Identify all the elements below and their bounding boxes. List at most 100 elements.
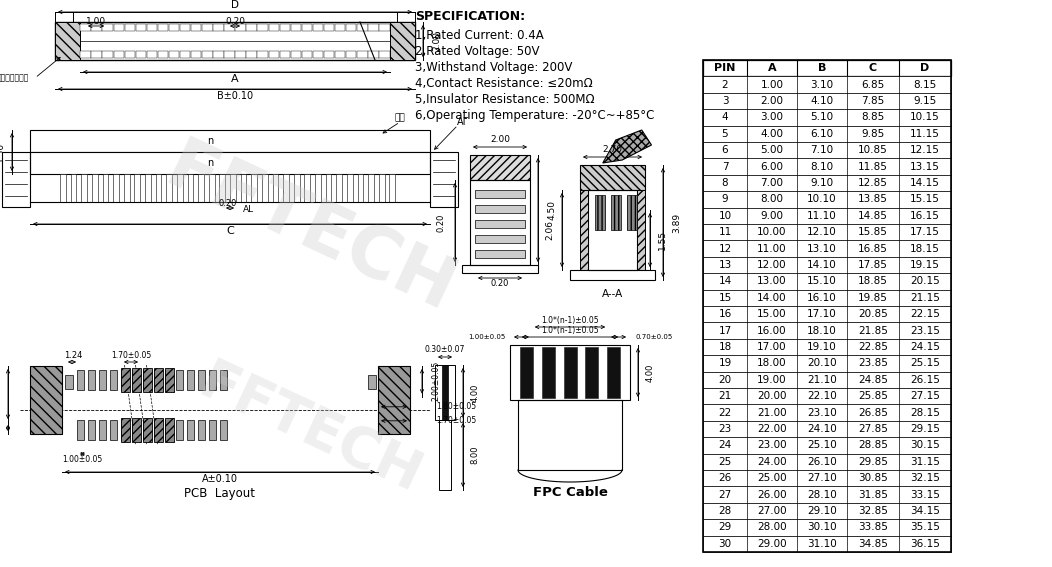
Bar — [198, 420, 205, 440]
Text: 16.15: 16.15 — [910, 211, 939, 221]
Text: 24.15: 24.15 — [910, 342, 939, 352]
Bar — [520, 347, 532, 398]
Bar — [390, 22, 414, 60]
Text: 5,Insulator Resistance: 500MΩ: 5,Insulator Resistance: 500MΩ — [414, 94, 594, 107]
Text: 25: 25 — [719, 457, 731, 467]
Polygon shape — [603, 130, 651, 163]
Text: 2.00: 2.00 — [490, 136, 510, 145]
Text: 24.10: 24.10 — [807, 424, 837, 434]
Bar — [703, 273, 951, 290]
Bar — [156, 174, 161, 202]
Text: 30.85: 30.85 — [858, 473, 888, 483]
Bar — [88, 370, 95, 390]
Bar — [462, 265, 538, 273]
Bar — [703, 454, 951, 470]
Bar — [132, 420, 139, 440]
Text: 4,Contact Resistance: ≤20mΩ: 4,Contact Resistance: ≤20mΩ — [414, 78, 592, 91]
Bar — [202, 51, 213, 58]
Bar — [703, 290, 951, 306]
Bar — [165, 368, 174, 392]
Text: 27.00: 27.00 — [757, 506, 787, 516]
Text: FFTECH: FFTECH — [155, 133, 465, 327]
Text: 18.10: 18.10 — [807, 325, 837, 336]
Text: 25.00: 25.00 — [757, 473, 787, 483]
Bar — [315, 174, 321, 202]
Text: 6.85: 6.85 — [862, 79, 885, 90]
Text: 12.15: 12.15 — [910, 145, 939, 155]
Bar — [347, 174, 352, 202]
Bar — [154, 368, 163, 392]
Text: 26.85: 26.85 — [858, 408, 888, 418]
Text: 6: 6 — [722, 145, 728, 155]
Bar — [335, 24, 345, 31]
Bar — [214, 24, 224, 31]
Text: 1.80±0.05: 1.80±0.05 — [436, 403, 477, 411]
Bar — [703, 503, 951, 519]
Text: 1.0*(n-1)±0.05: 1.0*(n-1)±0.05 — [541, 315, 599, 324]
Text: 10.10: 10.10 — [807, 194, 836, 204]
Bar — [280, 24, 290, 31]
Bar — [703, 323, 951, 339]
Bar — [246, 51, 257, 58]
Bar — [703, 486, 951, 503]
Text: n: n — [207, 158, 214, 168]
Bar — [114, 51, 124, 58]
Text: 11.15: 11.15 — [910, 129, 939, 139]
Text: PIN: PIN — [714, 63, 735, 73]
Text: 12.00: 12.00 — [757, 260, 787, 270]
Text: 17.85: 17.85 — [858, 260, 888, 270]
Bar — [70, 174, 77, 202]
Text: 21.85: 21.85 — [858, 325, 888, 336]
Text: 11.85: 11.85 — [858, 162, 888, 172]
Bar — [585, 347, 599, 398]
Text: 33.15: 33.15 — [910, 489, 939, 500]
Bar — [272, 174, 279, 202]
Text: 1.00: 1.00 — [86, 16, 106, 26]
Text: 28.10: 28.10 — [807, 489, 837, 500]
Text: 26.00: 26.00 — [757, 489, 787, 500]
Text: FFTECH: FFTECH — [190, 355, 429, 505]
Text: SPECIFICATION:: SPECIFICATION: — [414, 10, 525, 23]
Text: 9.85: 9.85 — [862, 129, 885, 139]
Bar — [220, 370, 227, 390]
Bar — [389, 174, 396, 202]
Text: 23.85: 23.85 — [858, 358, 888, 369]
Text: 27.15: 27.15 — [910, 391, 939, 401]
Bar — [703, 257, 951, 273]
Bar — [136, 51, 146, 58]
Text: 6.00: 6.00 — [761, 162, 784, 172]
Text: 0.70±0.05: 0.70±0.05 — [635, 334, 672, 340]
Text: 3: 3 — [722, 96, 728, 106]
Text: 22: 22 — [719, 408, 731, 418]
Bar — [703, 437, 951, 454]
Text: 1.00: 1.00 — [761, 79, 784, 90]
Text: 16.85: 16.85 — [858, 244, 888, 253]
Text: 2.00: 2.00 — [432, 31, 442, 51]
Text: 5: 5 — [722, 129, 728, 139]
Text: 11: 11 — [719, 227, 731, 237]
Bar — [169, 24, 179, 31]
Text: 34.85: 34.85 — [858, 539, 888, 549]
Bar — [476, 250, 525, 258]
Bar — [154, 418, 163, 442]
Text: 1.30: 1.30 — [0, 142, 4, 162]
Bar — [258, 24, 268, 31]
Bar — [180, 24, 190, 31]
Text: 10.00: 10.00 — [757, 227, 787, 237]
Bar — [703, 191, 951, 208]
Bar — [102, 174, 108, 202]
Bar — [442, 365, 448, 420]
Bar — [169, 51, 179, 58]
Text: 24.85: 24.85 — [858, 375, 888, 385]
Bar — [136, 24, 146, 31]
Bar — [379, 24, 389, 31]
Text: C: C — [226, 226, 234, 236]
Bar — [703, 60, 951, 552]
Bar — [208, 174, 215, 202]
Bar — [209, 370, 216, 390]
Bar — [518, 400, 622, 470]
Text: A--A: A--A — [602, 289, 623, 299]
Bar — [703, 388, 951, 404]
Bar — [324, 51, 335, 58]
Bar — [60, 174, 66, 202]
